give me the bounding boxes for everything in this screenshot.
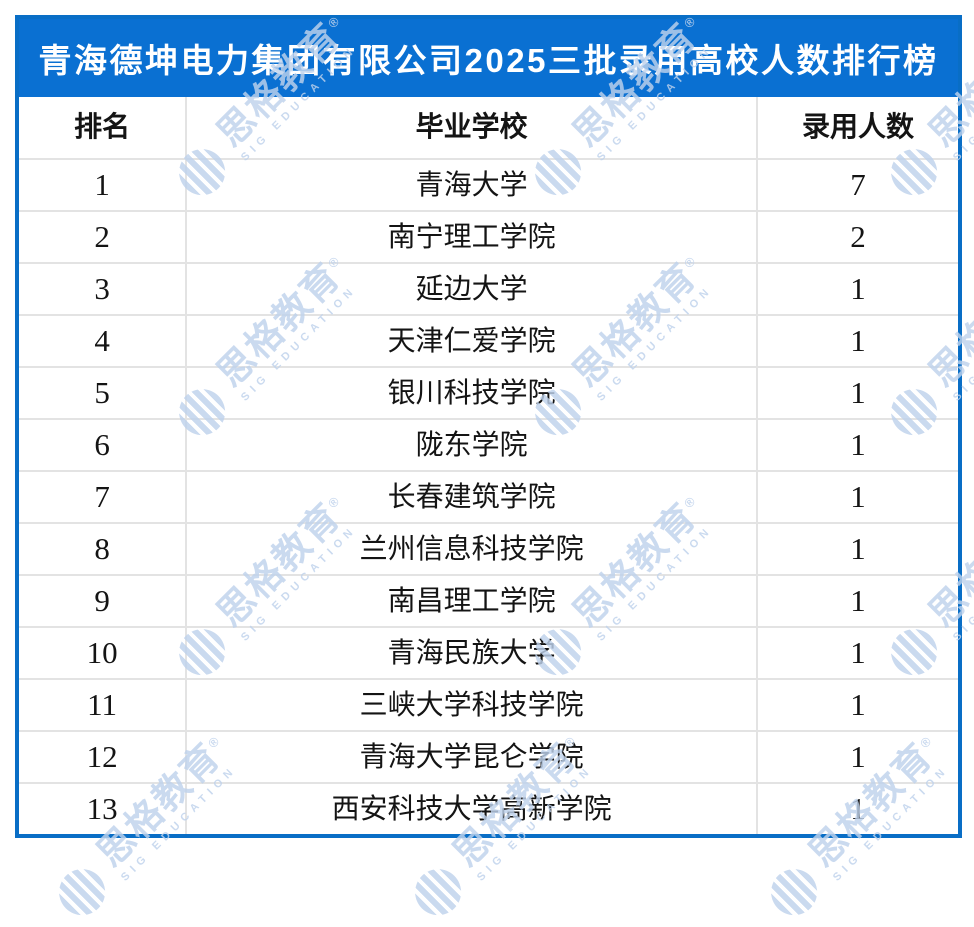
col-header-rank: 排名 [19,97,188,160]
school-cell: 青海民族大学 [185,626,759,680]
school-cell: 青海大学 [185,158,759,212]
rank-cell: 7 [19,470,188,524]
sig-logo-icon [405,859,471,925]
sig-logo-icon [761,859,827,925]
table-row: 1 青海大学 7 [19,158,958,212]
count-cell: 1 [756,574,958,628]
count-cell: 1 [756,366,958,420]
col-header-count: 录用人数 [756,97,958,160]
table-row: 6 陇东学院 1 [19,418,958,472]
rank-cell: 10 [19,626,188,680]
school-cell: 银川科技学院 [185,366,759,420]
ranking-table: 排名 毕业学校 录用人数 1 青海大学 7 2 南宁理工学院 2 3 延边大学 … [19,97,958,834]
table-row: 9 南昌理工学院 1 [19,574,958,628]
title-bar: 青海德坤电力集团有限公司2025三批录用高校人数排行榜 [19,19,958,97]
table-row: 3 延边大学 1 [19,262,958,316]
school-cell: 兰州信息科技学院 [185,522,759,576]
table-row: 5 银川科技学院 1 [19,366,958,420]
count-cell: 1 [756,262,958,316]
rank-cell: 11 [19,678,188,732]
table-panel: 青海德坤电力集团有限公司2025三批录用高校人数排行榜 排名 毕业学校 录用人数… [15,15,962,838]
table-row: 4 天津仁爱学院 1 [19,314,958,368]
col-header-school: 毕业学校 [185,97,759,160]
count-cell: 1 [756,730,958,784]
rank-cell: 6 [19,418,188,472]
school-cell: 天津仁爱学院 [185,314,759,368]
school-cell: 南昌理工学院 [185,574,759,628]
count-cell: 2 [756,210,958,264]
sig-logo-icon [49,859,115,925]
header-row: 排名 毕业学校 录用人数 [19,97,958,160]
rank-cell: 12 [19,730,188,784]
table-body: 1 青海大学 7 2 南宁理工学院 2 3 延边大学 1 4 天津仁爱学院 1 … [19,158,958,834]
school-cell: 长春建筑学院 [185,470,759,524]
count-cell: 1 [756,314,958,368]
count-cell: 1 [756,470,958,524]
table-row: 12 青海大学昆仑学院 1 [19,730,958,784]
count-cell: 1 [756,782,958,834]
rank-cell: 8 [19,522,188,576]
rank-cell: 5 [19,366,188,420]
school-cell: 延边大学 [185,262,759,316]
count-cell: 1 [756,626,958,680]
count-cell: 7 [756,158,958,212]
table-row: 13 西安科技大学高新学院 1 [19,782,958,834]
school-cell: 三峡大学科技学院 [185,678,759,732]
rank-cell: 9 [19,574,188,628]
page-title: 青海德坤电力集团有限公司2025三批录用高校人数排行榜 [38,42,939,79]
count-cell: 1 [756,522,958,576]
rank-cell: 2 [19,210,188,264]
school-cell: 西安科技大学高新学院 [185,782,759,834]
table-row: 2 南宁理工学院 2 [19,210,958,264]
school-cell: 青海大学昆仑学院 [185,730,759,784]
table-row: 11 三峡大学科技学院 1 [19,678,958,732]
school-cell: 南宁理工学院 [185,210,759,264]
count-cell: 1 [756,418,958,472]
rank-cell: 1 [19,158,188,212]
rank-cell: 13 [19,782,188,834]
table-row: 10 青海民族大学 1 [19,626,958,680]
table-row: 8 兰州信息科技学院 1 [19,522,958,576]
count-cell: 1 [756,678,958,732]
rank-cell: 3 [19,262,188,316]
rank-cell: 4 [19,314,188,368]
table-row: 7 长春建筑学院 1 [19,470,958,524]
school-cell: 陇东学院 [185,418,759,472]
